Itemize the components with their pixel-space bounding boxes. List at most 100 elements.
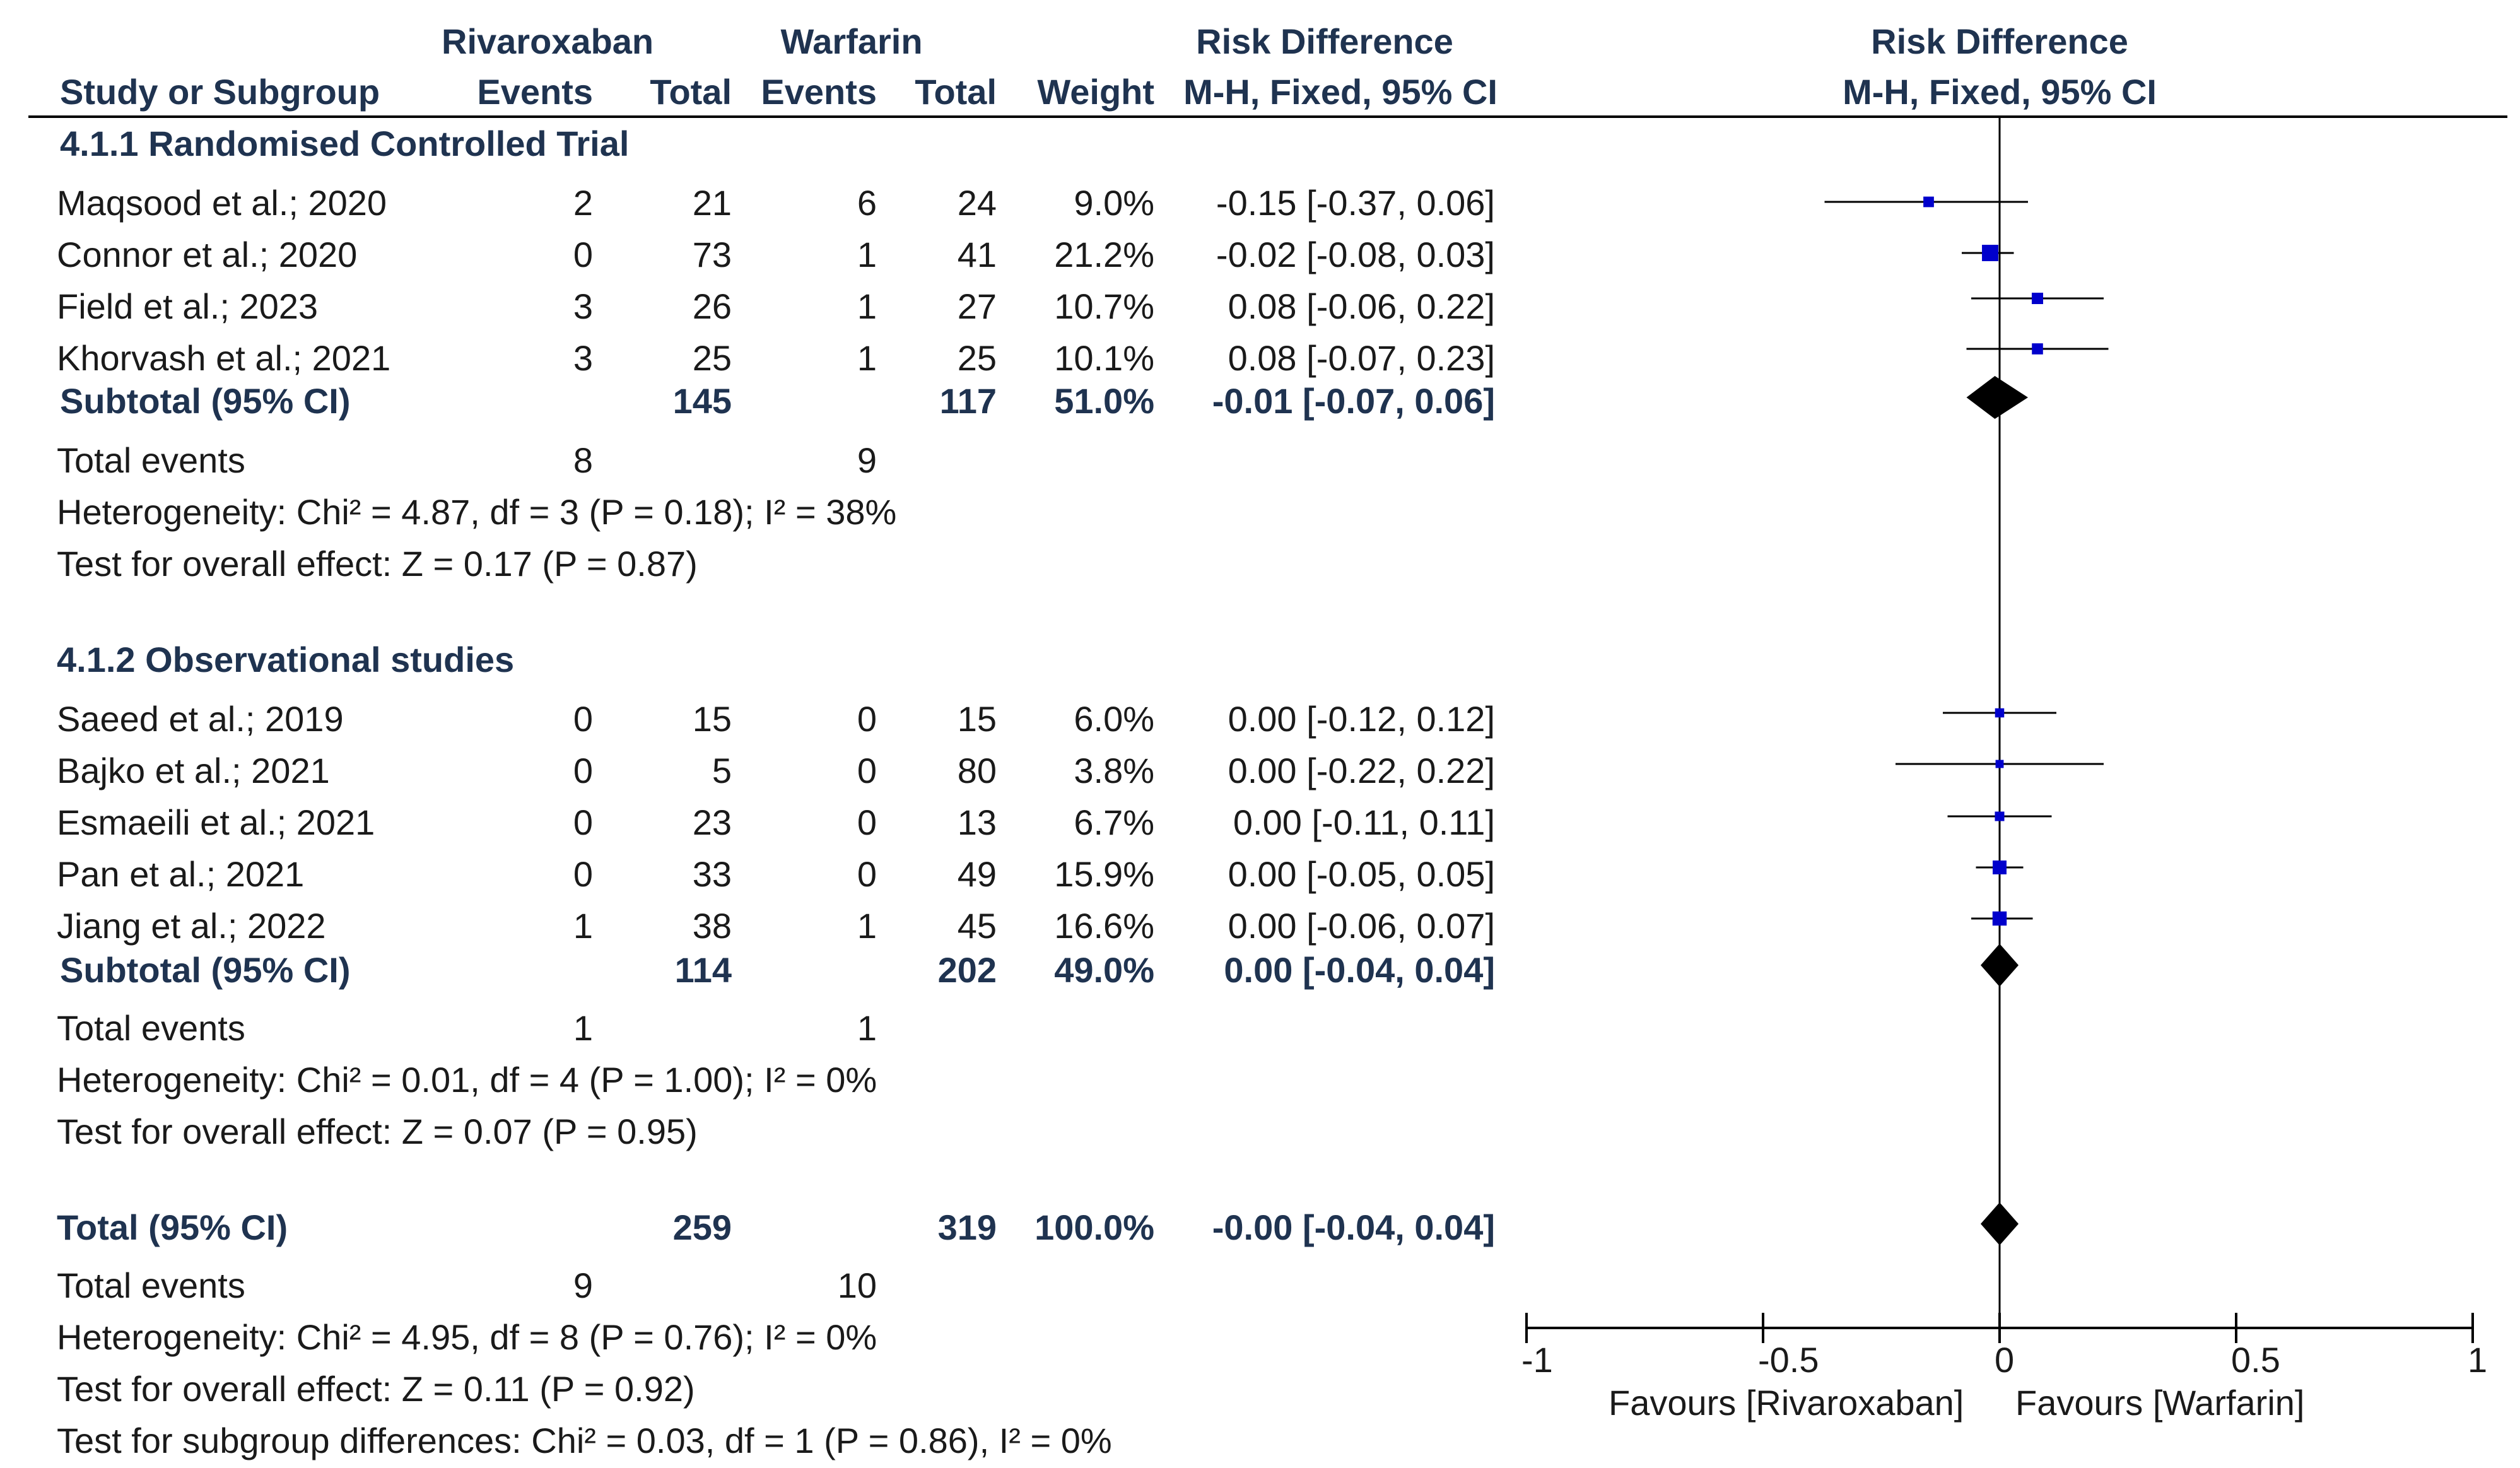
tick-label: 0.5: [2231, 1340, 2280, 1380]
events1: 3: [573, 286, 593, 326]
weight: 6.0%: [1074, 699, 1154, 739]
plot-marks: [1824, 196, 2109, 1245]
total-total2: 319: [937, 1207, 997, 1247]
total2: 41: [957, 235, 997, 274]
study-marker: [1995, 811, 2005, 821]
events1: 0: [573, 854, 593, 894]
events2: 0: [857, 802, 877, 842]
subtotal-total1: 145: [672, 381, 732, 421]
risk-difference-ci: 0.00 [-0.05, 0.05]: [1228, 854, 1495, 894]
total-events-label: Total events: [57, 440, 245, 480]
study-marker: [1992, 911, 2007, 926]
weight: 3.8%: [1074, 751, 1154, 790]
risk-difference-ci: 0.00 [-0.22, 0.22]: [1228, 751, 1495, 790]
study-name: Pan et al.; 2021: [57, 854, 305, 894]
x-axis: -1 -0.5 0 0.5 1: [1521, 117, 2487, 1380]
study-name: Khorvash et al.; 2021: [57, 338, 391, 378]
total1: 38: [692, 906, 732, 946]
heterogeneity-text: Heterogeneity: Chi² = 0.01, df = 4 (P = …: [57, 1060, 877, 1100]
total2: 45: [957, 906, 997, 946]
total-ci: -0.00 [-0.04, 0.04]: [1212, 1207, 1495, 1247]
total-events-label: Total events: [57, 1265, 245, 1305]
tick-label: 0: [1995, 1340, 2014, 1380]
events2: 1: [857, 338, 877, 378]
rd-column-title: Risk Difference: [1196, 21, 1453, 61]
risk-difference-ci: 0.00 [-0.12, 0.12]: [1228, 699, 1495, 739]
plot-title: Risk Difference: [1871, 21, 2128, 61]
total-events2: 1: [857, 1008, 877, 1048]
events1: 0: [573, 699, 593, 739]
total2: 49: [957, 854, 997, 894]
study-marker: [1982, 245, 1998, 261]
weight-header: Weight: [1037, 72, 1154, 112]
events2: 6: [857, 183, 877, 223]
total2: 13: [957, 802, 997, 842]
overall-effect-text: Test for overall effect: Z = 0.11 (P = 0…: [57, 1369, 695, 1409]
heterogeneity-text: Heterogeneity: Chi² = 4.95, df = 8 (P = …: [57, 1317, 877, 1357]
total1: 21: [692, 183, 732, 223]
subtotal-label: Subtotal (95% CI): [60, 381, 351, 421]
total2-header: Total: [915, 72, 997, 112]
total1: 23: [692, 802, 732, 842]
weight: 10.1%: [1054, 338, 1154, 378]
total-events1: 9: [573, 1265, 593, 1305]
study-marker: [2032, 343, 2043, 355]
total-events1: 1: [573, 1008, 593, 1048]
subtotal-total1: 114: [674, 950, 732, 990]
study-marker: [1995, 708, 2005, 718]
weight: 10.7%: [1054, 286, 1154, 326]
total1: 25: [692, 338, 732, 378]
summary-diamond: [1981, 1202, 2019, 1245]
total-events2: 9: [857, 440, 877, 480]
study-name: Jiang et al.; 2022: [57, 906, 326, 946]
events1: 2: [573, 183, 593, 223]
weight: 16.6%: [1054, 906, 1154, 946]
events1-header: Events: [477, 72, 593, 112]
risk-difference-ci: -0.15 [-0.37, 0.06]: [1216, 183, 1495, 223]
study-marker: [1923, 196, 1934, 208]
total2: 80: [957, 751, 997, 790]
events2: 0: [857, 854, 877, 894]
risk-difference-ci: 0.08 [-0.06, 0.22]: [1228, 286, 1495, 326]
events1: 0: [573, 235, 593, 274]
subtotal-weight: 51.0%: [1054, 381, 1154, 421]
risk-difference-ci: 0.08 [-0.07, 0.23]: [1228, 338, 1495, 378]
subgroup-title: 4.1.1 Randomised Controlled Trial: [60, 124, 630, 163]
tick-label: -1: [1521, 1340, 1553, 1380]
study-name: Field et al.; 2023: [57, 286, 319, 326]
risk-difference-ci: 0.00 [-0.06, 0.07]: [1228, 906, 1495, 946]
risk-difference-ci: -0.02 [-0.08, 0.03]: [1216, 235, 1495, 274]
risk-difference-ci: 0.00 [-0.11, 0.11]: [1233, 802, 1495, 842]
subtotal-total2: 202: [937, 950, 997, 990]
total2: 27: [957, 286, 997, 326]
study-name: Esmaeili et al.; 2021: [57, 802, 375, 842]
total2: 24: [957, 183, 997, 223]
total-events1: 8: [573, 440, 593, 480]
summary-diamond: [1966, 376, 2028, 419]
study-marker: [1993, 860, 2007, 874]
total1: 5: [712, 751, 732, 790]
total2: 15: [957, 699, 997, 739]
tick-label: -0.5: [1758, 1340, 1819, 1380]
study-name: Bajko et al.; 2021: [57, 751, 330, 790]
subtotal-ci: 0.00 [-0.04, 0.04]: [1224, 950, 1495, 990]
group2-header: Warfarin: [780, 21, 923, 61]
events1: 0: [573, 802, 593, 842]
favours-right-label: Favours [Warfarin]: [2015, 1383, 2305, 1423]
events1: 0: [573, 751, 593, 790]
study-name: Saeed et al.; 2019: [57, 699, 344, 739]
total1: 73: [692, 235, 732, 274]
subtotal-weight: 49.0%: [1054, 950, 1154, 990]
weight: 15.9%: [1054, 854, 1154, 894]
events2: 1: [857, 286, 877, 326]
study-column-header: Study or Subgroup: [60, 72, 380, 112]
weight: 6.7%: [1074, 802, 1154, 842]
study-marker: [2031, 292, 2044, 305]
overall-effect-text: Test for overall effect: Z = 0.07 (P = 0…: [57, 1112, 698, 1151]
weight: 21.2%: [1054, 235, 1154, 274]
events1: 3: [573, 338, 593, 378]
weight: 9.0%: [1074, 183, 1154, 223]
subtotal-ci: -0.01 [-0.07, 0.06]: [1212, 381, 1495, 421]
total-weight: 100.0%: [1034, 1207, 1154, 1247]
